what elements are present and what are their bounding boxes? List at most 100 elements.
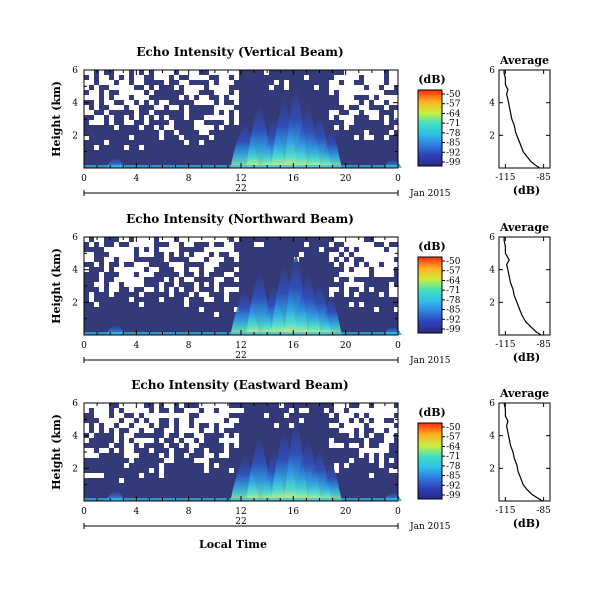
no-data-cell	[269, 85, 274, 90]
echo-plume	[320, 295, 342, 335]
no-data-cell	[224, 297, 229, 302]
no-data-cell	[144, 115, 149, 120]
average-x-label: (dB)	[513, 517, 540, 530]
no-data-cell	[149, 287, 154, 292]
no-data-cell	[349, 247, 354, 252]
y-tick-label: 6	[72, 399, 78, 409]
no-data-cell	[99, 473, 104, 478]
no-data-cell	[194, 423, 199, 428]
colorbar-tick-label: -92	[446, 148, 461, 158]
no-data-cell	[359, 302, 364, 307]
no-data-cell	[364, 267, 369, 272]
no-data-cell	[369, 85, 374, 90]
no-data-cell	[104, 262, 109, 267]
no-data-cell	[84, 85, 89, 90]
no-data-cell	[114, 125, 119, 130]
y-tick-label: 2	[72, 298, 78, 308]
no-data-cell	[359, 85, 364, 90]
no-data-cell	[304, 75, 309, 80]
colorbar-tick-label: -85	[446, 139, 461, 149]
no-data-cell	[369, 458, 374, 463]
no-data-cell	[109, 85, 114, 90]
no-data-cell	[204, 237, 209, 242]
no-data-cell	[84, 403, 89, 408]
y-tick-label: 2	[72, 464, 78, 474]
x-tick-label: 12	[235, 341, 246, 351]
no-data-cell	[129, 247, 134, 252]
no-data-cell	[129, 105, 134, 110]
colorbar-tick-label: -50	[446, 423, 461, 433]
no-data-cell	[354, 443, 359, 448]
no-data-cell	[139, 100, 144, 105]
no-data-cell	[229, 80, 234, 85]
no-data-cell	[184, 423, 189, 428]
no-data-cell	[389, 252, 394, 257]
no-data-cell	[219, 423, 224, 428]
no-data-cell	[384, 85, 389, 90]
average-profile: Average 6 4 2 -115 -85(dB)	[489, 54, 551, 197]
no-data-cell	[134, 408, 139, 413]
no-data-cell	[374, 252, 379, 257]
no-data-cell	[204, 413, 209, 418]
no-data-cell	[229, 408, 234, 413]
no-data-cell	[94, 428, 99, 433]
no-data-cell	[214, 312, 219, 317]
no-data-cell	[169, 418, 174, 423]
no-data-cell	[124, 418, 129, 423]
no-data-cell	[224, 408, 229, 413]
no-data-cell	[199, 418, 204, 423]
no-data-cell	[114, 70, 119, 75]
date-label: 22	[235, 184, 246, 194]
no-data-cell	[344, 75, 349, 80]
no-data-cell	[129, 257, 134, 262]
no-data-cell	[94, 85, 99, 90]
no-data-cell	[124, 95, 129, 100]
x-tick-label: 4	[133, 174, 139, 184]
no-data-cell	[379, 237, 384, 242]
no-data-cell	[384, 135, 389, 140]
no-data-cell	[209, 237, 214, 242]
no-data-cell	[189, 292, 194, 297]
no-data-cell	[219, 418, 224, 423]
average-profile-line	[503, 70, 541, 169]
no-data-cell	[359, 453, 364, 458]
no-data-cell	[209, 257, 214, 262]
no-data-cell	[144, 428, 149, 433]
no-data-cell	[89, 403, 94, 408]
no-data-cell	[94, 413, 99, 418]
no-data-cell	[224, 443, 229, 448]
panel-title: Echo Intensity (Eastward Beam)	[131, 378, 348, 392]
no-data-cell	[344, 252, 349, 257]
no-data-cell	[149, 247, 154, 252]
no-data-cell	[339, 237, 344, 242]
no-data-cell	[364, 403, 369, 408]
no-data-cell	[139, 302, 144, 307]
no-data-cell	[104, 257, 109, 262]
no-data-cell	[229, 247, 234, 252]
no-data-cell	[134, 277, 139, 282]
no-data-cell	[224, 70, 229, 75]
no-data-cell	[224, 115, 229, 120]
colorbar-tick-label: -71	[446, 119, 461, 129]
no-data-cell	[264, 413, 269, 418]
no-data-cell	[89, 242, 94, 247]
no-data-cell	[184, 252, 189, 257]
no-data-cell	[394, 80, 399, 85]
no-data-cell	[124, 443, 129, 448]
no-data-cell	[349, 95, 354, 100]
no-data-cell	[209, 80, 214, 85]
no-data-cell	[389, 100, 394, 105]
no-data-cell	[154, 408, 159, 413]
no-data-cell	[159, 468, 164, 473]
colorbar	[417, 422, 443, 500]
no-data-cell	[139, 408, 144, 413]
no-data-cell	[334, 287, 339, 292]
no-data-cell	[204, 458, 209, 463]
no-data-cell	[229, 95, 234, 100]
no-data-cell	[219, 428, 224, 433]
no-data-cell	[359, 287, 364, 292]
no-data-cell	[354, 292, 359, 297]
no-data-cell	[219, 438, 224, 443]
no-data-cell	[214, 252, 219, 257]
no-data-cell	[189, 70, 194, 75]
